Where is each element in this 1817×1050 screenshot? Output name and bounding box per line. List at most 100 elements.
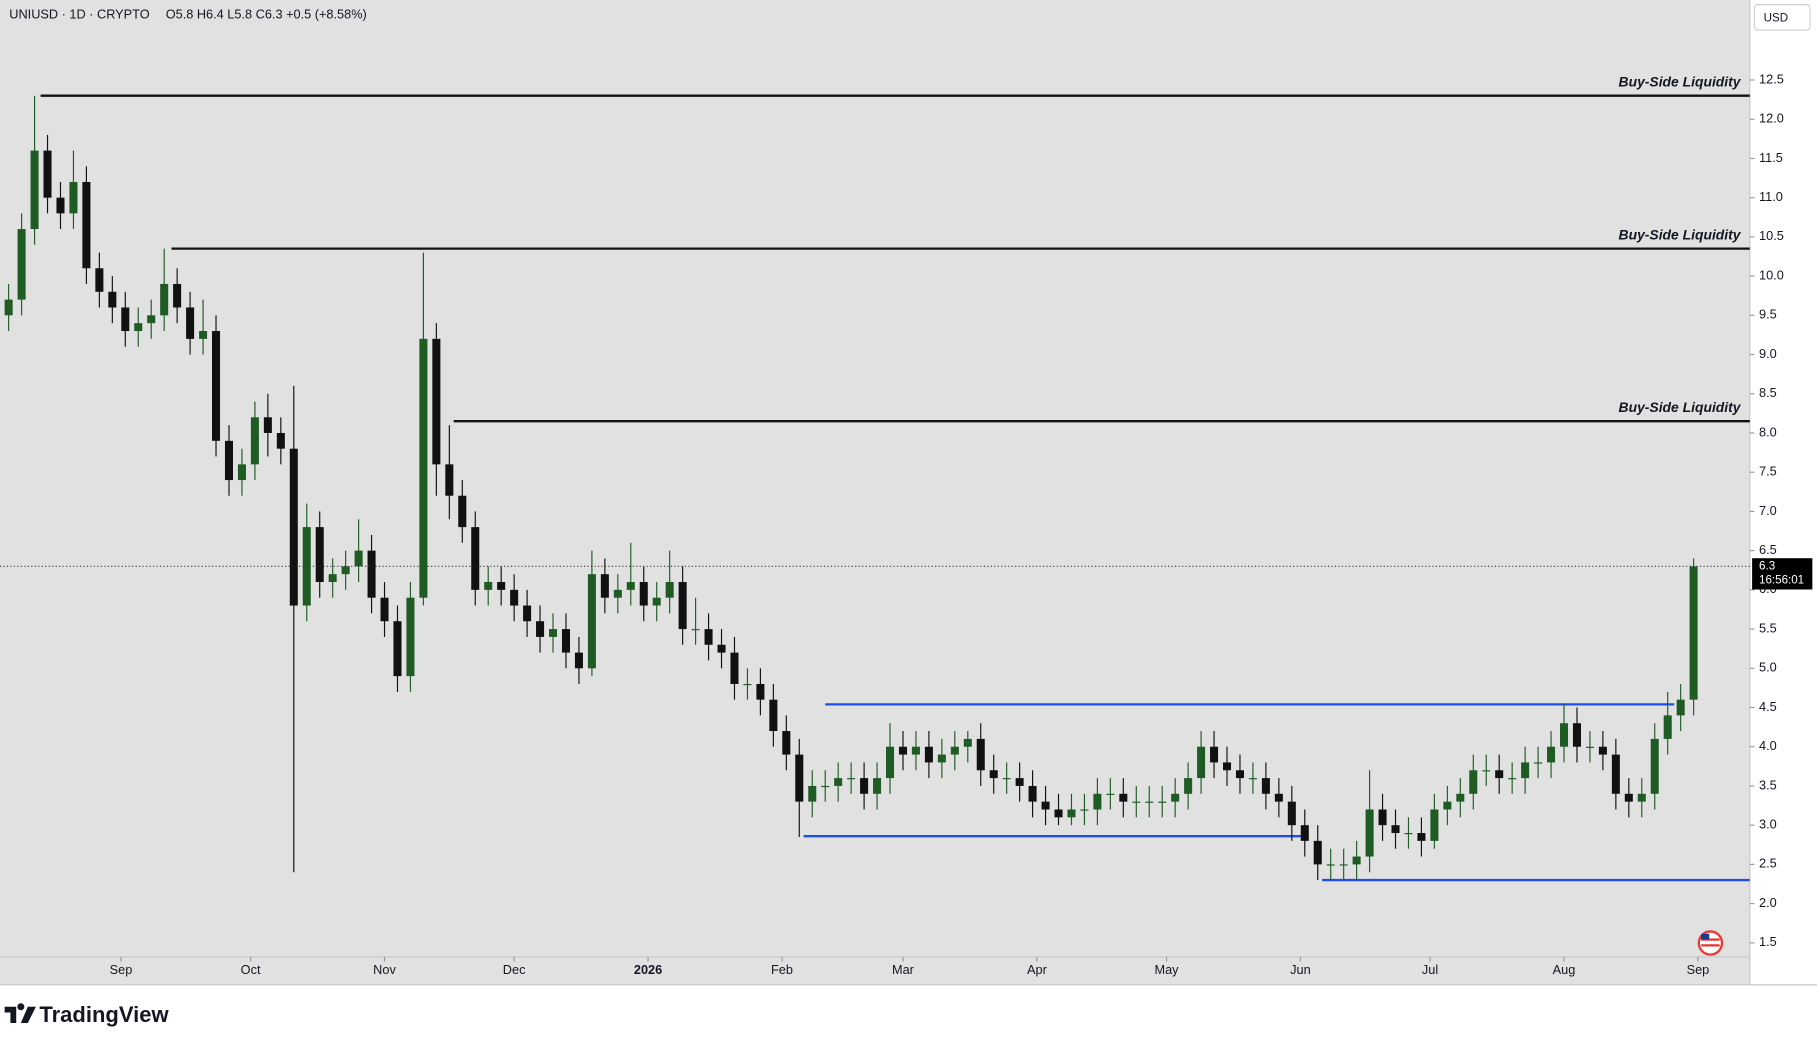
- candle-body: [1572, 723, 1581, 747]
- candle-body: [263, 417, 272, 433]
- candle-body: [1197, 746, 1206, 779]
- candle-body: [665, 582, 674, 598]
- candle-body: [704, 629, 713, 645]
- last-price-label: 6.3: [1759, 560, 1775, 572]
- candle-body: [1404, 833, 1413, 835]
- candle-body: [1547, 746, 1556, 763]
- candle-body: [613, 589, 622, 598]
- candle-body: [1067, 809, 1076, 818]
- candle-body: [108, 291, 117, 308]
- y-tick-label: 4.5: [1759, 699, 1777, 714]
- candle-body: [1145, 801, 1154, 803]
- brand[interactable]: TradingView: [39, 1002, 169, 1027]
- candle-body: [1495, 770, 1504, 779]
- candle-body: [1119, 793, 1128, 802]
- currency-box[interactable]: [1753, 4, 1811, 31]
- flag-icon: [1697, 930, 1724, 956]
- plot-bg: [0, 0, 1750, 957]
- candle-body: [354, 550, 363, 567]
- candle-body: [1028, 785, 1037, 802]
- candle-body: [160, 283, 169, 316]
- candle-body: [639, 582, 648, 606]
- candle-body: [600, 574, 609, 598]
- candle-body: [121, 307, 130, 332]
- candle-body: [1663, 715, 1672, 739]
- candle-body: [69, 181, 78, 214]
- y-tick-label: 2.5: [1759, 856, 1777, 871]
- candle-body: [1352, 856, 1361, 865]
- candle-body: [1300, 825, 1309, 841]
- currency[interactable]: USD: [1764, 13, 1788, 25]
- candle-body: [626, 582, 635, 590]
- y-tick-label: 8.0: [1759, 424, 1777, 439]
- candle-body: [1637, 793, 1646, 802]
- candle-body: [393, 621, 402, 677]
- candle-body: [1585, 746, 1594, 748]
- candle-body: [224, 440, 234, 481]
- candle-body: [30, 150, 39, 230]
- candle-body: [56, 197, 65, 214]
- y-tick-label: 2.0: [1759, 895, 1777, 910]
- candle-body: [860, 778, 869, 794]
- candle-body: [1456, 793, 1465, 802]
- candle-body: [1093, 793, 1102, 810]
- candle-body: [769, 699, 778, 732]
- candle-body: [147, 315, 156, 324]
- candle-body: [1508, 778, 1517, 780]
- candle-body: [1015, 778, 1024, 786]
- x-tick-label: Aug: [1553, 962, 1576, 977]
- candle-body: [43, 150, 52, 198]
- candle-body: [1559, 723, 1569, 747]
- candle-body: [989, 770, 998, 779]
- y-tick-label: 3.0: [1759, 817, 1777, 832]
- countdown: 16:56:01: [1759, 574, 1804, 586]
- candle-body: [1650, 738, 1659, 794]
- candle-body: [510, 589, 519, 606]
- candle-body: [1521, 762, 1530, 779]
- price-axis-bg: [1749, 0, 1817, 985]
- candle-body: [1689, 566, 1698, 700]
- y-tick-label: 1.5: [1759, 934, 1777, 949]
- candle-body: [1054, 809, 1063, 818]
- candle-body: [976, 738, 985, 771]
- y-tick-label: 5.5: [1759, 620, 1777, 635]
- candle-body: [315, 527, 324, 583]
- candle-body: [250, 417, 259, 465]
- candle-body: [1287, 801, 1296, 826]
- candle-body: [1391, 825, 1400, 834]
- candle-body: [1106, 793, 1115, 795]
- ohlc: O5.8 H6.4 L5.8 C6.3 +0.5 (+8.58%): [166, 6, 367, 21]
- candle-body: [173, 283, 182, 308]
- logo[interactable]: TradingView: [4, 1002, 170, 1027]
- candle-body: [497, 582, 506, 590]
- y-tick-label: 12.5: [1759, 71, 1784, 86]
- candle-body: [1184, 778, 1193, 794]
- candle-body: [911, 746, 920, 755]
- candle-body: [1326, 864, 1335, 866]
- candle-body: [847, 778, 856, 780]
- candle-body: [652, 597, 661, 606]
- candle-body: [937, 754, 946, 763]
- y-tick-label: 11.5: [1759, 150, 1783, 165]
- y-tick-label: 4.0: [1759, 738, 1777, 753]
- y-tick-label: 6.5: [1759, 542, 1777, 557]
- y-tick-label: 12.0: [1759, 111, 1784, 126]
- level-label: Buy-Side Liquidity: [1619, 74, 1742, 90]
- candle-body: [795, 754, 804, 802]
- x-tick-label: Mar: [892, 962, 915, 977]
- candle-body: [717, 644, 726, 653]
- x-tick-label: Nov: [373, 962, 396, 977]
- candle-body: [1041, 801, 1050, 810]
- candle-body: [782, 731, 791, 755]
- candle-body: [212, 331, 221, 441]
- y-tick-label: 5.0: [1759, 660, 1777, 675]
- candle-body: [1210, 746, 1219, 763]
- candle-body: [458, 495, 467, 528]
- candle-body: [885, 746, 895, 779]
- candle-body: [1002, 778, 1011, 780]
- y-tick-label: 9.5: [1759, 307, 1777, 322]
- candle-body: [1274, 793, 1283, 802]
- last-price-box: [1752, 558, 1813, 590]
- candle-body: [1235, 770, 1244, 779]
